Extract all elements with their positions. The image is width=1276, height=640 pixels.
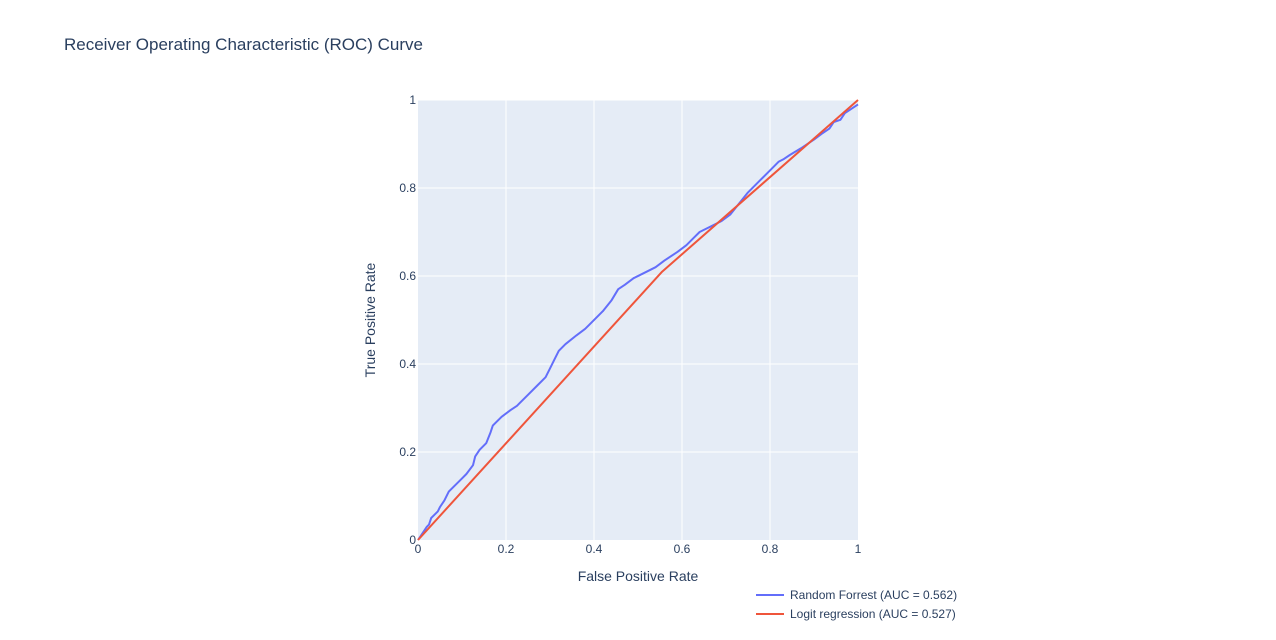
y-tick-label: 0 bbox=[409, 533, 416, 547]
y-axis-title: True Positive Rate bbox=[362, 262, 378, 377]
y-tick-label: 0.6 bbox=[399, 269, 416, 283]
y-tick-label: 0.8 bbox=[399, 181, 416, 195]
y-tick-label: 0.2 bbox=[399, 445, 416, 459]
legend-item[interactable]: Random Forrest (AUC = 0.562) bbox=[756, 588, 957, 602]
series-lines bbox=[417, 99, 859, 541]
legend-label: Logit regression (AUC = 0.527) bbox=[790, 607, 956, 621]
x-tick-label: 0.2 bbox=[498, 542, 515, 556]
x-axis-title: False Positive Rate bbox=[578, 568, 699, 584]
legend[interactable]: Random Forrest (AUC = 0.562) Logit regres… bbox=[756, 588, 957, 621]
series-line bbox=[417, 103, 859, 541]
chart-title: Receiver Operating Characteristic (ROC) … bbox=[64, 35, 423, 54]
y-tick-label: 0.4 bbox=[399, 357, 416, 371]
grid-lines bbox=[418, 99, 858, 540]
legend-item[interactable]: Logit regression (AUC = 0.527) bbox=[756, 607, 956, 621]
legend-label: Random Forrest (AUC = 0.562) bbox=[790, 588, 957, 602]
x-tick-label: 0.6 bbox=[674, 542, 691, 556]
x-tick-label: 0.4 bbox=[586, 542, 603, 556]
tick-labels: 0 0.2 0.4 0.6 0.8 1 0 0.2 0.4 0.6 0.8 1 bbox=[399, 93, 861, 556]
y-tick-label: 1 bbox=[409, 93, 416, 107]
x-tick-label: 0.8 bbox=[762, 542, 779, 556]
x-tick-label: 0 bbox=[415, 542, 422, 556]
series-line bbox=[417, 99, 859, 541]
x-tick-label: 1 bbox=[855, 542, 862, 556]
plot-area bbox=[418, 100, 858, 540]
